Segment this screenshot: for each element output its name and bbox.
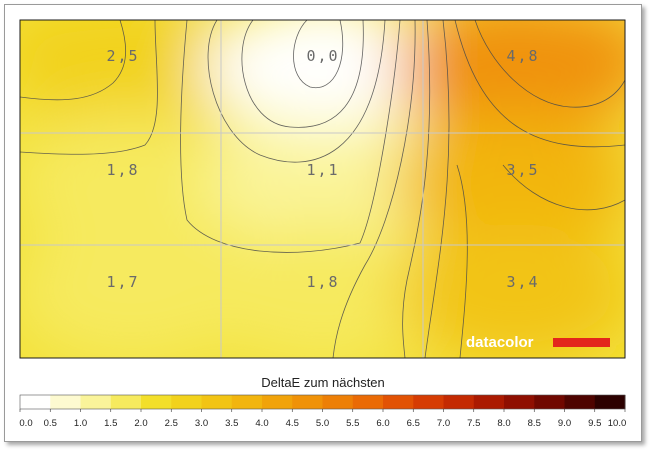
contour-line xyxy=(454,20,625,148)
cell-value-label: 3,4 xyxy=(506,273,539,291)
heat-blob xyxy=(202,112,443,253)
cell-value-label: 1,8 xyxy=(306,273,339,291)
cell-value-label: 3,5 xyxy=(506,161,539,179)
contour-line xyxy=(424,20,450,358)
colorbar-swatch xyxy=(413,395,444,409)
colorbar-swatch xyxy=(534,395,565,409)
deltae-uniformity-chart: 2,5 0,0 4,8 1,8 1,1 3,5 1,7 1,8 3,4 datacolor De… xyxy=(19,19,626,429)
heat-blob xyxy=(20,112,252,253)
colorbar-tick-label: 0.0 xyxy=(19,418,32,429)
logo-text: datacolor xyxy=(466,334,534,351)
colorbar-swatch xyxy=(50,395,81,409)
colorbar-swatch xyxy=(564,395,596,409)
contour-line xyxy=(502,164,625,211)
cell-value-label: 0,0 xyxy=(306,47,339,65)
cell-value-label: 1,1 xyxy=(306,161,339,179)
colorbar-tick-label: 9.5 xyxy=(588,418,601,429)
cell-value-label: 2,5 xyxy=(106,47,139,65)
contour-line xyxy=(20,20,127,101)
contour-line xyxy=(241,20,364,128)
contour-line xyxy=(207,20,386,163)
colorbar-tick-label: 6.0 xyxy=(376,418,389,429)
colorbar-title: DeltaE zum nächsten xyxy=(261,375,385,390)
colorbar-swatch xyxy=(443,395,475,409)
colorbar-swatch xyxy=(504,395,535,409)
contour-line xyxy=(402,20,431,358)
colorbar-tick-label: 8.0 xyxy=(497,418,510,429)
contour-line xyxy=(293,20,344,89)
grid-lines xyxy=(20,20,625,358)
colorbar-swatch xyxy=(473,395,505,409)
colorbar-swatch xyxy=(110,395,142,409)
contour-lines xyxy=(20,20,625,358)
colorbar-tick-label: 7.5 xyxy=(467,418,480,429)
colorbar-swatch xyxy=(20,395,51,409)
colorbar-tick-label: 6.5 xyxy=(407,418,420,429)
colorbar xyxy=(19,394,626,410)
colorbar-tick-label: 3.0 xyxy=(195,418,208,429)
plot-border xyxy=(19,19,626,359)
cell-value-label: 1,7 xyxy=(106,273,139,291)
colorbar-tick-label: 10.0 xyxy=(608,418,627,429)
colorbar-tick-label: 8.5 xyxy=(528,418,541,429)
heat-blob xyxy=(20,20,135,95)
contour-line xyxy=(332,20,416,358)
colorbar-swatch xyxy=(80,395,112,409)
heatmap-surface xyxy=(20,20,625,358)
colorbar-swatch xyxy=(201,395,233,409)
colorbar-swatch xyxy=(171,395,202,409)
colorbar-tick-label: 1.0 xyxy=(74,418,87,429)
colorbar-swatch xyxy=(322,395,354,409)
cell-labels: 2,5 0,0 4,8 1,8 1,1 3,5 1,7 1,8 3,4 xyxy=(106,47,539,291)
heat-blob xyxy=(396,112,625,253)
chart-frame: 2,5 0,0 4,8 1,8 1,1 3,5 1,7 1,8 3,4 datacolor De… xyxy=(4,4,642,442)
contour-line xyxy=(180,20,401,253)
colorbar-swatch xyxy=(231,395,263,409)
colorbar-swatch xyxy=(352,395,384,409)
colorbar-ticks: 0.0 0.5 1.0 1.5 2.0 2.5 3.0 3.5 4.0 4.5 5.0 5.5 6.0 6… xyxy=(19,409,626,429)
contour-line xyxy=(20,20,158,155)
datacolor-logo: datacolor xyxy=(466,334,610,351)
colorbar-tick-label: 0.5 xyxy=(44,418,57,429)
colorbar-tick-label: 1.5 xyxy=(104,418,117,429)
colorbar-swatch xyxy=(262,395,293,409)
heat-blob xyxy=(505,20,625,115)
colorbar-tick-label: 4.5 xyxy=(286,418,299,429)
cell-value-label: 4,8 xyxy=(506,47,539,65)
colorbar-tick-label: 5.0 xyxy=(316,418,329,429)
colorbar-swatch xyxy=(594,395,626,409)
heat-blob xyxy=(270,20,380,130)
heat-blob xyxy=(396,223,625,358)
colorbar-swatch xyxy=(383,395,414,409)
cell-value-label: 1,8 xyxy=(106,161,139,179)
colorbar-swatch xyxy=(141,395,172,409)
contour-line xyxy=(456,164,468,358)
heat-blob xyxy=(202,223,443,358)
colorbar-tick-label: 2.0 xyxy=(134,418,147,429)
heat-blob xyxy=(20,223,252,358)
colorbar-tick-label: 3.5 xyxy=(225,418,238,429)
contour-line xyxy=(474,20,625,108)
colorbar-tick-label: 4.0 xyxy=(255,418,268,429)
colorbar-swatch xyxy=(292,395,323,409)
colorbar-tick-label: 5.5 xyxy=(346,418,359,429)
colorbar-tick-label: 2.5 xyxy=(165,418,178,429)
logo-accent-bar xyxy=(553,338,610,347)
colorbar-tick-label: 7.0 xyxy=(437,418,450,429)
colorbar-tick-label: 9.0 xyxy=(558,418,571,429)
